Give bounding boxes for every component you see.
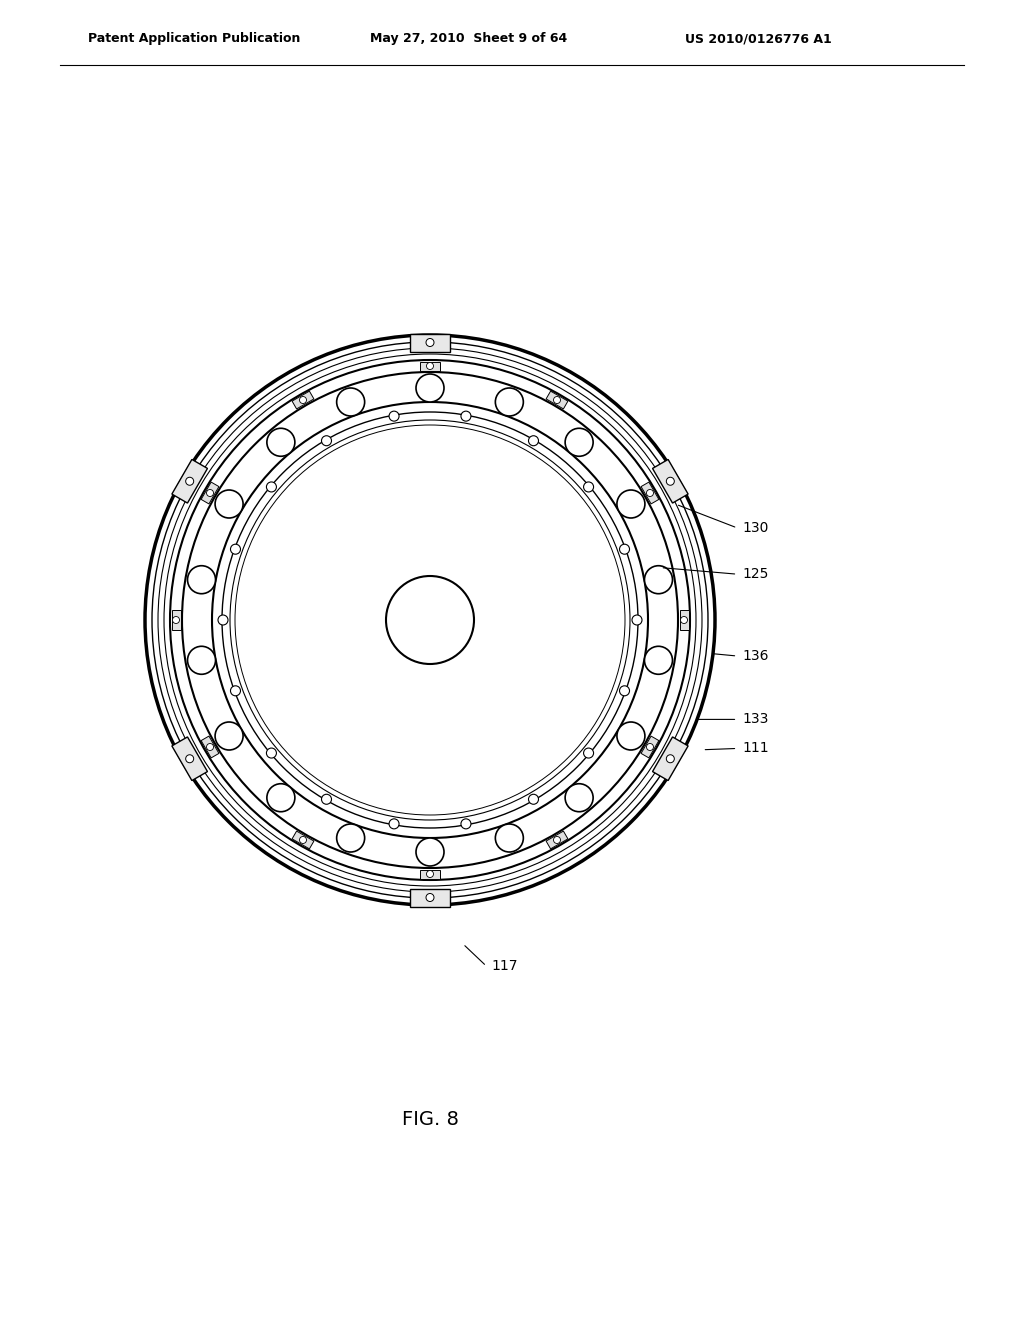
Circle shape xyxy=(496,388,523,416)
Circle shape xyxy=(620,686,630,696)
Circle shape xyxy=(496,824,523,851)
Circle shape xyxy=(187,566,215,594)
Polygon shape xyxy=(201,737,219,758)
Circle shape xyxy=(185,478,194,486)
Circle shape xyxy=(616,490,645,517)
Circle shape xyxy=(230,686,241,696)
Circle shape xyxy=(528,436,539,446)
Circle shape xyxy=(416,374,444,403)
Circle shape xyxy=(266,482,276,492)
Circle shape xyxy=(215,722,243,750)
Circle shape xyxy=(389,818,399,829)
Circle shape xyxy=(416,838,444,866)
Circle shape xyxy=(337,824,365,851)
Circle shape xyxy=(584,748,594,758)
Polygon shape xyxy=(641,737,658,758)
Circle shape xyxy=(646,490,653,496)
Circle shape xyxy=(207,743,214,751)
Polygon shape xyxy=(641,482,658,504)
Polygon shape xyxy=(680,610,688,630)
Circle shape xyxy=(215,490,243,517)
Text: 133: 133 xyxy=(742,713,769,726)
Text: 136: 136 xyxy=(742,649,769,663)
Circle shape xyxy=(584,482,594,492)
Circle shape xyxy=(266,748,276,758)
Circle shape xyxy=(389,411,399,421)
Circle shape xyxy=(299,396,306,404)
Circle shape xyxy=(267,428,295,457)
Text: 125: 125 xyxy=(742,568,769,581)
Circle shape xyxy=(616,722,645,750)
Circle shape xyxy=(461,818,471,829)
Polygon shape xyxy=(652,737,688,780)
Polygon shape xyxy=(410,334,450,351)
Circle shape xyxy=(322,436,332,446)
Circle shape xyxy=(427,363,433,370)
Circle shape xyxy=(218,615,228,624)
Circle shape xyxy=(565,784,593,812)
Polygon shape xyxy=(292,832,314,849)
Polygon shape xyxy=(546,832,568,849)
Polygon shape xyxy=(420,870,440,879)
Circle shape xyxy=(620,544,630,554)
Circle shape xyxy=(554,837,560,843)
Circle shape xyxy=(632,615,642,624)
Text: May 27, 2010  Sheet 9 of 64: May 27, 2010 Sheet 9 of 64 xyxy=(370,32,567,45)
Text: Patent Application Publication: Patent Application Publication xyxy=(88,32,300,45)
Circle shape xyxy=(667,755,675,763)
Circle shape xyxy=(681,616,687,623)
Polygon shape xyxy=(652,459,688,503)
Polygon shape xyxy=(172,737,208,780)
Circle shape xyxy=(427,870,433,878)
Text: FIG. 8: FIG. 8 xyxy=(401,1110,459,1129)
Circle shape xyxy=(426,894,434,902)
Circle shape xyxy=(461,411,471,421)
Circle shape xyxy=(667,478,675,486)
Text: 117: 117 xyxy=(492,960,518,973)
Circle shape xyxy=(322,795,332,804)
Text: 111: 111 xyxy=(742,742,769,755)
Circle shape xyxy=(426,338,434,346)
Circle shape xyxy=(230,544,241,554)
Text: 130: 130 xyxy=(742,521,769,535)
Circle shape xyxy=(299,837,306,843)
Polygon shape xyxy=(201,482,219,504)
Circle shape xyxy=(528,795,539,804)
Circle shape xyxy=(565,428,593,457)
Circle shape xyxy=(646,743,653,751)
Polygon shape xyxy=(172,459,208,503)
Polygon shape xyxy=(420,362,440,371)
Polygon shape xyxy=(410,888,450,907)
Circle shape xyxy=(207,490,214,496)
Circle shape xyxy=(187,647,215,675)
Polygon shape xyxy=(546,391,568,409)
Text: US 2010/0126776 A1: US 2010/0126776 A1 xyxy=(685,32,831,45)
Circle shape xyxy=(644,566,673,594)
Circle shape xyxy=(267,784,295,812)
Circle shape xyxy=(185,755,194,763)
Circle shape xyxy=(337,388,365,416)
Circle shape xyxy=(172,616,179,623)
Circle shape xyxy=(554,396,560,404)
Polygon shape xyxy=(171,610,180,630)
Polygon shape xyxy=(292,391,314,409)
Circle shape xyxy=(644,647,673,675)
